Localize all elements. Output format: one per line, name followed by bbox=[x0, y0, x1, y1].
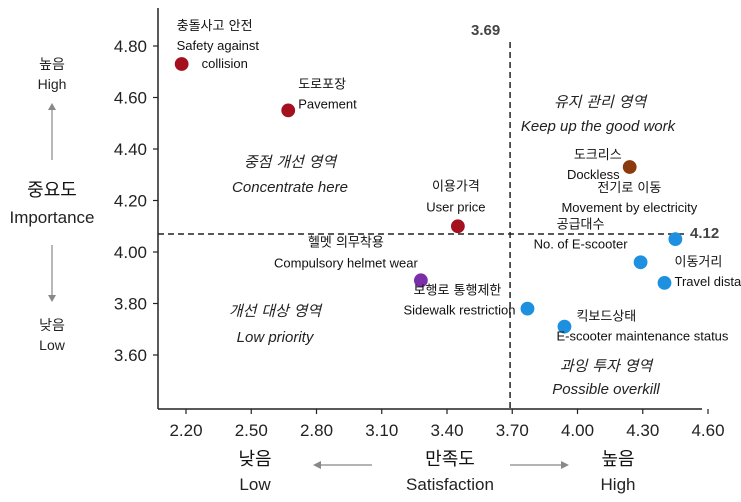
data-point bbox=[657, 275, 672, 290]
point-label-en: Compulsory helmet wear bbox=[274, 255, 418, 270]
y-high-label-en: High bbox=[38, 76, 67, 92]
data-points bbox=[174, 57, 683, 334]
data-point bbox=[450, 219, 465, 234]
point-label-ko: 도크리스 bbox=[574, 148, 622, 163]
quadrant-2-subtitle: Concentrate here bbox=[232, 179, 348, 196]
x-tick-label: 2.20 bbox=[169, 421, 202, 440]
data-point bbox=[174, 57, 189, 71]
y-tick-label: 4.00 bbox=[114, 243, 147, 262]
point-label-en: E-scooter maintenance status bbox=[556, 329, 728, 344]
point-label-ko: 충돌사고 안전 bbox=[177, 19, 253, 34]
y-low-label-ko: 낮음 bbox=[39, 318, 65, 334]
x-axis-title-ko: 만족도 bbox=[425, 449, 475, 470]
y-tick-labels: 4.80 4.60 4.40 4.20 4.00 3.80 3.60 bbox=[114, 37, 158, 365]
point-label-ko: 킥보드상태 bbox=[576, 310, 636, 325]
point-label-ko: 공급대수 bbox=[557, 217, 605, 232]
satisfaction-mean-label: 3.69 bbox=[471, 22, 500, 39]
quadrant-4-title: 과잉 투자 영역 bbox=[560, 357, 655, 375]
quadrant-1-title: 유지 관리 영역 bbox=[554, 93, 649, 111]
x-low-label-ko: 낮음 bbox=[238, 449, 271, 470]
x-tick-label: 2.50 bbox=[235, 421, 268, 440]
y-tick-label: 3.60 bbox=[114, 346, 147, 365]
x-high-label-ko: 높음 bbox=[601, 449, 634, 470]
y-tick-label: 4.60 bbox=[114, 89, 147, 108]
quadrant-3-subtitle: Low priority bbox=[237, 329, 315, 346]
x-tick-label: 3.70 bbox=[496, 421, 529, 440]
quadrant-3-title: 개선 대상 영역 bbox=[229, 302, 324, 320]
point-label-ko: 이용가격 bbox=[432, 179, 480, 194]
data-point bbox=[413, 273, 428, 288]
point-label-en: Dockless bbox=[567, 167, 620, 182]
data-point bbox=[622, 160, 637, 174]
point-label-en: Safety against bbox=[177, 38, 260, 53]
point-label-en: User price bbox=[426, 199, 485, 214]
point-label-en: Travel distance bbox=[675, 274, 741, 289]
quadrant-2-title: 중점 개선 영역 bbox=[244, 153, 339, 171]
point-label-ko: 이동거리 bbox=[675, 255, 723, 270]
data-point-labels: 충돌사고 안전 Safety against collision 도로포장 Paveme… bbox=[177, 19, 741, 344]
x-tick-label: 2.80 bbox=[300, 421, 333, 440]
x-tick-label: 4.60 bbox=[691, 421, 724, 440]
y-axis-title-ko: 중요도 bbox=[27, 180, 77, 201]
point-label-ko: 도로포장 bbox=[298, 77, 346, 92]
y-down-arrow bbox=[48, 245, 56, 302]
x-right-arrow bbox=[510, 461, 569, 469]
x-tick-labels: 2.20 2.50 2.80 3.10 3.40 3.70 4.00 4.30 4.60 bbox=[169, 409, 725, 440]
x-tick-label: 4.00 bbox=[561, 421, 594, 440]
y-low-label-en: Low bbox=[39, 337, 66, 353]
x-high-label-en: High bbox=[601, 475, 636, 494]
data-point bbox=[668, 232, 683, 247]
point-label-ko: 보행로 통행제한 bbox=[414, 283, 502, 299]
point-label-en: No. of E-scooter bbox=[534, 236, 629, 251]
point-label-ko: 헬멧 의무착용 bbox=[308, 235, 384, 250]
x-tick-label: 4.30 bbox=[626, 421, 659, 440]
data-point bbox=[633, 255, 648, 270]
quadrant-1-subtitle: Keep up the good work bbox=[521, 118, 677, 135]
y-tick-label: 3.80 bbox=[114, 295, 147, 314]
x-tick-label: 3.40 bbox=[430, 421, 463, 440]
data-point bbox=[557, 319, 572, 334]
y-tick-label: 4.40 bbox=[114, 140, 147, 159]
point-label-ko: 전기로 이동 bbox=[597, 181, 661, 196]
y-tick-label: 4.80 bbox=[114, 37, 147, 56]
x-tick-label: 3.10 bbox=[365, 421, 398, 440]
data-point bbox=[281, 103, 296, 118]
y-up-arrow bbox=[48, 103, 56, 160]
point-label-en-line2: collision bbox=[202, 56, 248, 71]
y-axis-title-en: Importance bbox=[9, 208, 94, 227]
quadrant-4-subtitle: Possible overkill bbox=[552, 381, 660, 398]
y-tick-label: 4.20 bbox=[114, 192, 147, 211]
importance-mean-label: 4.12 bbox=[690, 225, 719, 242]
point-label-en: Pavement bbox=[298, 96, 357, 111]
point-label-en: Movement by electricity bbox=[561, 200, 697, 215]
x-axis-title-en: Satisfaction bbox=[406, 475, 494, 494]
point-label-en: Sidewalk restriction bbox=[403, 303, 515, 318]
x-left-arrow bbox=[313, 461, 372, 469]
data-point bbox=[520, 301, 535, 316]
y-high-label-ko: 높음 bbox=[39, 57, 65, 73]
x-low-label-en: Low bbox=[239, 475, 271, 494]
